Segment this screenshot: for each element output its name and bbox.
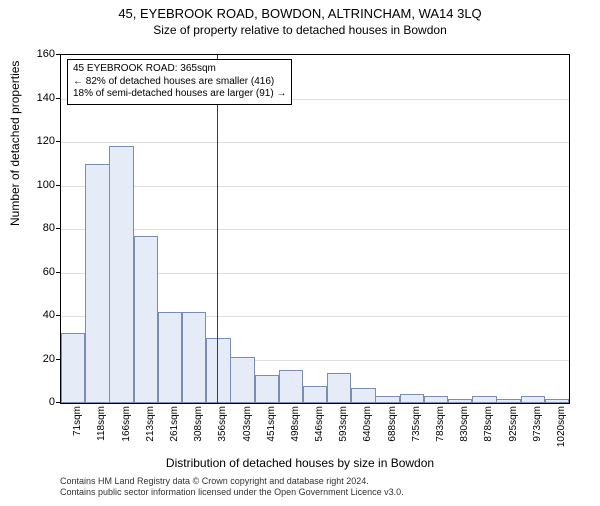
- ytick-label: 100: [20, 179, 55, 191]
- ytick-mark: [56, 315, 60, 316]
- xtick-label: 308sqm: [193, 406, 204, 456]
- xtick-label: 261sqm: [169, 406, 180, 456]
- ytick-label: 140: [20, 92, 55, 104]
- page-subtitle: Size of property relative to detached ho…: [0, 23, 600, 37]
- histogram-bar: [351, 388, 375, 403]
- histogram-bar: [375, 396, 399, 403]
- xtick-label: 783sqm: [435, 406, 446, 456]
- reference-line: [217, 55, 218, 403]
- annotation-line1: 45 EYEBROOK ROAD: 365sqm: [73, 63, 286, 76]
- annotation-line3: 18% of semi-detached houses are larger (…: [73, 88, 286, 101]
- xtick-label: 830sqm: [459, 406, 470, 456]
- ytick-mark: [56, 54, 60, 55]
- histogram-bar: [400, 394, 424, 403]
- histogram-bar: [85, 164, 109, 403]
- xtick-label: 451sqm: [266, 406, 277, 456]
- ytick-mark: [56, 141, 60, 142]
- xtick-label: 546sqm: [314, 406, 325, 456]
- ytick-mark: [56, 272, 60, 273]
- histogram-bar: [279, 370, 303, 403]
- ytick-label: 60: [20, 266, 55, 278]
- xtick-label: 213sqm: [145, 406, 156, 456]
- ytick-label: 120: [20, 135, 55, 147]
- ytick-label: 20: [20, 353, 55, 365]
- xtick-label: 688sqm: [387, 406, 398, 456]
- histogram-bar: [230, 357, 254, 403]
- histogram-bar: [182, 312, 206, 403]
- histogram-bar: [496, 399, 520, 403]
- xtick-label: 878sqm: [483, 406, 494, 456]
- gridline-h: [61, 229, 569, 230]
- footer-attribution: Contains HM Land Registry data © Crown c…: [60, 476, 404, 498]
- x-axis-label: Distribution of detached houses by size …: [0, 456, 600, 470]
- ytick-mark: [56, 359, 60, 360]
- xtick-label: 640sqm: [362, 406, 373, 456]
- ytick-mark: [56, 228, 60, 229]
- histogram-bar: [158, 312, 182, 403]
- histogram-bar: [109, 146, 133, 403]
- histogram-bar: [303, 386, 327, 403]
- xtick-label: 593sqm: [338, 406, 349, 456]
- footer-line1: Contains HM Land Registry data © Crown c…: [60, 476, 404, 487]
- histogram-bar: [545, 399, 569, 403]
- histogram-bar: [521, 396, 545, 403]
- xtick-label: 1020sqm: [556, 406, 567, 456]
- xtick-label: 71sqm: [72, 406, 83, 456]
- xtick-label: 498sqm: [290, 406, 301, 456]
- histogram-bar: [448, 399, 472, 403]
- annotation-box: 45 EYEBROOK ROAD: 365sqm← 82% of detache…: [67, 59, 292, 105]
- xtick-label: 403sqm: [242, 406, 253, 456]
- annotation-line2: ← 82% of detached houses are smaller (41…: [73, 76, 286, 89]
- ytick-label: 40: [20, 309, 55, 321]
- xtick-label: 735sqm: [411, 406, 422, 456]
- histogram-bar: [255, 375, 279, 403]
- ytick-mark: [56, 98, 60, 99]
- gridline-h: [61, 142, 569, 143]
- histogram-bar: [424, 396, 448, 403]
- xtick-label: 118sqm: [96, 406, 107, 456]
- ytick-label: 160: [20, 48, 55, 60]
- gridline-h: [61, 186, 569, 187]
- histogram-bar: [206, 338, 230, 403]
- xtick-label: 973sqm: [532, 406, 543, 456]
- ytick-mark: [56, 402, 60, 403]
- histogram-bar: [134, 236, 158, 403]
- ytick-label: 0: [20, 396, 55, 408]
- footer-line2: Contains public sector information licen…: [60, 487, 404, 498]
- page-title-address: 45, EYEBROOK ROAD, BOWDON, ALTRINCHAM, W…: [0, 6, 600, 21]
- xtick-label: 925sqm: [508, 406, 519, 456]
- histogram-bar: [327, 373, 351, 403]
- xtick-label: 166sqm: [121, 406, 132, 456]
- xtick-label: 356sqm: [217, 406, 228, 456]
- histogram-bar: [61, 333, 85, 403]
- histogram-bar: [472, 396, 496, 403]
- chart-plot-area: 45 EYEBROOK ROAD: 365sqm← 82% of detache…: [60, 54, 570, 404]
- ytick-mark: [56, 185, 60, 186]
- ytick-label: 80: [20, 222, 55, 234]
